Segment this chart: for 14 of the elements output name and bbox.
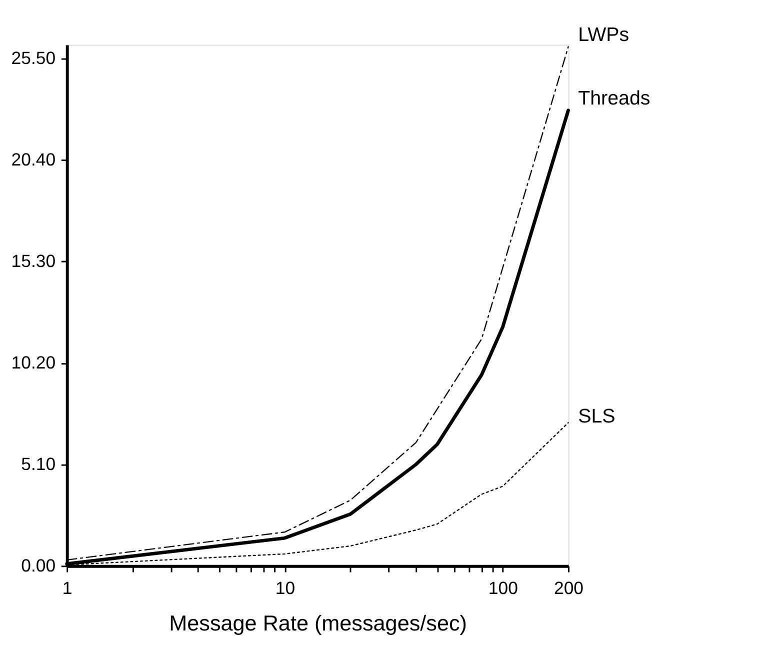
series-label: SLS xyxy=(578,406,616,428)
series-label: Threads xyxy=(578,88,650,110)
x-tick-label: 100 xyxy=(488,578,518,598)
series-label: LWPs xyxy=(578,24,630,46)
x-tick-label: 1 xyxy=(62,578,72,598)
x-axis-title: Message Rate (messages/sec) xyxy=(169,610,467,636)
y-tick-label: 20.40 xyxy=(11,150,56,170)
x-tick-label: 10 xyxy=(275,578,296,598)
y-tick-label: 10.20 xyxy=(11,352,56,372)
y-tick-label: 0.00 xyxy=(21,555,56,576)
x-tick-label: 200 xyxy=(554,578,584,598)
y-tick-label: 5.10 xyxy=(21,454,56,474)
y-tick-label: 15.30 xyxy=(11,250,56,271)
y-tick-label: 25.50 xyxy=(11,48,56,68)
